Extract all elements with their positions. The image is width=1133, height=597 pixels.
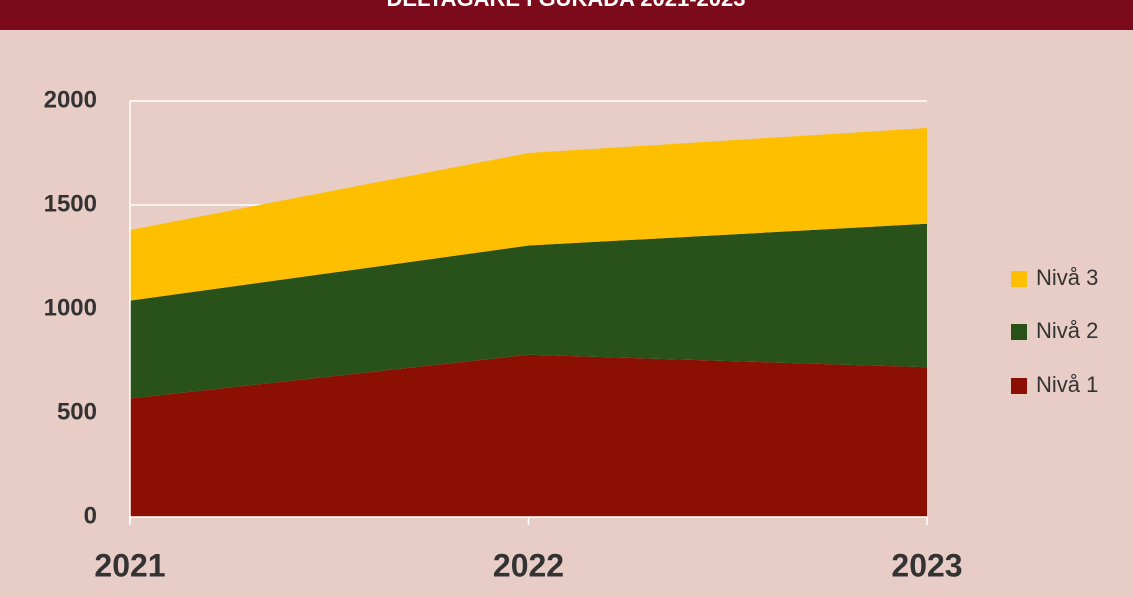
legend-swatch bbox=[1011, 378, 1027, 394]
y-tick-label: 2000 bbox=[44, 86, 97, 113]
legend-label: Nivå 2 bbox=[1036, 318, 1098, 343]
y-tick-label: 500 bbox=[57, 398, 97, 425]
x-tick-label: 2023 bbox=[891, 547, 962, 583]
x-tick-label: 2021 bbox=[94, 547, 165, 583]
y-tick-label: 1500 bbox=[44, 190, 97, 217]
legend-swatch bbox=[1011, 271, 1027, 287]
legend-swatch bbox=[1011, 324, 1027, 340]
legend-label: Nivå 1 bbox=[1036, 372, 1098, 397]
area bbox=[130, 223, 927, 399]
legend-label: Nivå 3 bbox=[1036, 265, 1098, 290]
y-tick-label: 0 bbox=[84, 502, 97, 529]
x-tick-label: 2022 bbox=[493, 547, 564, 583]
y-tick-label: 1000 bbox=[44, 294, 97, 321]
header-bar bbox=[0, 0, 1133, 30]
area bbox=[130, 128, 927, 301]
chart-title: DELTAGARE I GUKADA 2021-2023 bbox=[386, 0, 745, 11]
area bbox=[130, 354, 927, 517]
